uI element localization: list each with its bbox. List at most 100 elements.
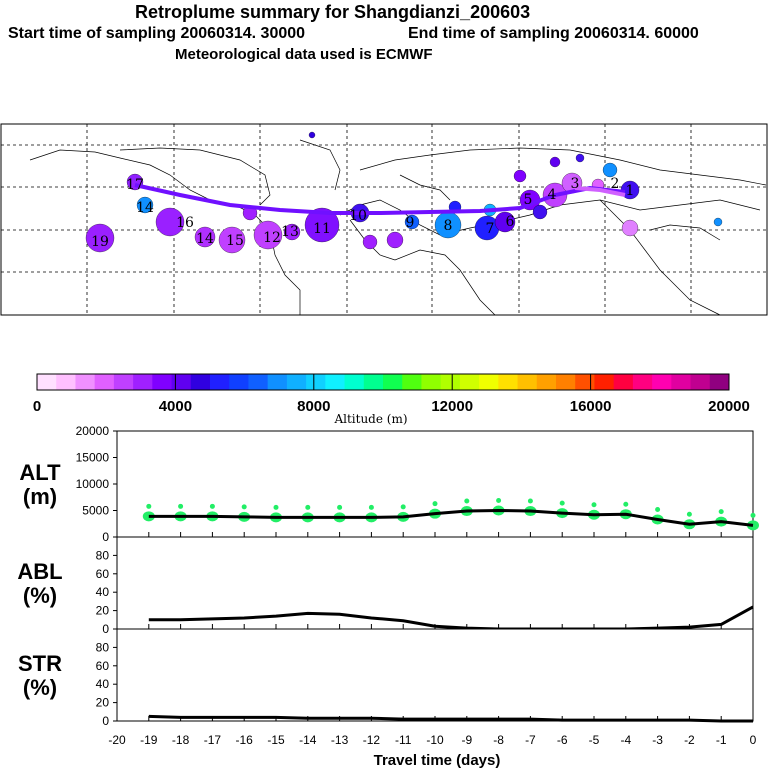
y-tick-label: 15000 — [76, 451, 110, 465]
met-data-note: Meteorological data used is ECMWF — [175, 46, 433, 63]
colorbar-tick-label: 16000 — [570, 398, 612, 415]
colorbar-tick-label: 0 — [33, 398, 41, 415]
x-tick-label: -14 — [299, 733, 317, 747]
x-axis-label: Travel time (days) — [374, 752, 501, 768]
map-label: 8 — [444, 218, 453, 234]
x-tick-label: -8 — [493, 733, 504, 747]
panel-str: 80 60 40 20 0 STR(%) — [18, 628, 754, 728]
colorbar-cell — [498, 374, 519, 390]
y-tick-label: 40 — [96, 585, 110, 599]
trajectory-track — [134, 183, 626, 215]
y-tick-label: 80 — [96, 548, 110, 562]
colorbar-cell — [171, 374, 192, 390]
panel-frame — [116, 430, 754, 538]
colorbar-cell — [133, 374, 153, 390]
colorbar-cell — [229, 374, 249, 390]
colorbar-cell — [556, 374, 576, 390]
x-tick-label: -13 — [331, 733, 349, 747]
colorbar-cell — [306, 374, 326, 390]
map-label: 7 — [486, 221, 495, 237]
x-tick-label: -17 — [204, 733, 222, 747]
trajectory-point — [404, 214, 420, 230]
y-axis-unit: (%) — [23, 583, 57, 608]
colorbar-cell — [344, 374, 365, 390]
x-tick-label: -7 — [525, 733, 536, 747]
y-tick-label: 20 — [96, 696, 110, 710]
colorbar-cell — [652, 374, 672, 390]
colorbar-label: Altitude (m) — [333, 412, 407, 426]
colorbar-cell — [517, 374, 538, 390]
panel-alt: 20000 15000 10000 5000 0 ALT(m) — [19, 424, 759, 544]
colorbar-cell — [402, 374, 422, 390]
y-axis-label: ALT — [19, 460, 61, 485]
map-label: 14 — [196, 231, 214, 247]
alt-marker-upper — [623, 501, 629, 507]
y-axis-unit: (%) — [23, 675, 57, 700]
alt-marker-upper — [400, 504, 406, 510]
colorbar-cell — [363, 374, 384, 390]
x-tick-label: -2 — [684, 733, 695, 747]
alt-marker-upper — [209, 503, 215, 509]
x-tick-label: -10 — [426, 733, 444, 747]
map-label: 19 — [91, 234, 109, 250]
y-tick-label: 20 — [96, 604, 110, 618]
y-axis-label: ABL — [17, 559, 62, 584]
colorbar-cell — [459, 374, 480, 390]
trajectory-point — [386, 231, 404, 249]
map-label: 6 — [506, 214, 515, 230]
trajectory-point — [194, 226, 216, 248]
map-label: 12 — [263, 230, 281, 246]
colorbar-cell — [536, 374, 557, 390]
colorbar-cell — [152, 374, 173, 390]
map-label: 10 — [349, 208, 367, 224]
trajectory-point — [304, 207, 340, 243]
trajectory-point — [283, 223, 301, 241]
colorbar-cell — [613, 374, 634, 390]
alt-marker-upper — [432, 501, 438, 507]
map-label: 17 — [126, 177, 144, 193]
map-label: 13 — [281, 224, 299, 240]
trajectory-tail — [574, 186, 626, 197]
alt-marker-upper — [750, 512, 756, 518]
trajectory-point — [549, 156, 561, 168]
map-label: 5 — [524, 192, 533, 208]
trajectory-point — [85, 223, 115, 253]
series-line — [148, 714, 753, 723]
colorbar-cell — [248, 374, 269, 390]
alt-marker-upper — [241, 504, 247, 510]
y-tick-label: 60 — [96, 567, 110, 581]
alt-marker-upper — [146, 503, 152, 509]
colorbar-cell — [383, 374, 403, 390]
y-tick-label: 20000 — [76, 424, 110, 438]
x-tick-label: -15 — [267, 733, 285, 747]
end-time: End time of sampling 20060314. 60000 — [408, 25, 699, 42]
alt-marker-upper — [464, 498, 470, 504]
trajectory-point — [621, 219, 639, 237]
alt-marker-upper — [655, 507, 661, 513]
trajectory-point — [362, 234, 378, 250]
alt-marker-upper — [273, 504, 279, 510]
colorbar-cell — [690, 374, 711, 390]
y-tick-label: 0 — [102, 622, 109, 636]
x-axis: -20 -19 -18 -17 -16 -15 -14 -13 -12 -11 -10 -9 -8 -7-… — [108, 532, 757, 747]
x-tick-label: 0 — [750, 733, 757, 747]
trajectory-point — [218, 226, 246, 254]
colorbar-cell — [190, 374, 211, 390]
alt-marker-upper — [591, 502, 597, 508]
map-label: 1 — [626, 183, 635, 199]
y-tick-label: 0 — [102, 714, 109, 728]
alt-marker-upper — [337, 504, 343, 510]
time-series-panels: 20000150001000050000ALT(m)806040200ABL(%… — [17, 424, 759, 747]
alt-marker-upper — [686, 511, 692, 517]
alt-marker-upper — [496, 498, 502, 503]
colorbar-cell — [709, 374, 730, 390]
y-axis-unit: (m) — [23, 484, 57, 509]
x-tick-label: -5 — [589, 733, 600, 747]
x-tick-label: -19 — [140, 733, 158, 747]
map-graticule — [1, 124, 767, 315]
x-tick-label: -20 — [108, 733, 126, 747]
colorbar-cell — [56, 374, 76, 390]
colorbar-tick-label: 20000 — [708, 398, 750, 415]
alt-marker-upper — [718, 509, 724, 515]
